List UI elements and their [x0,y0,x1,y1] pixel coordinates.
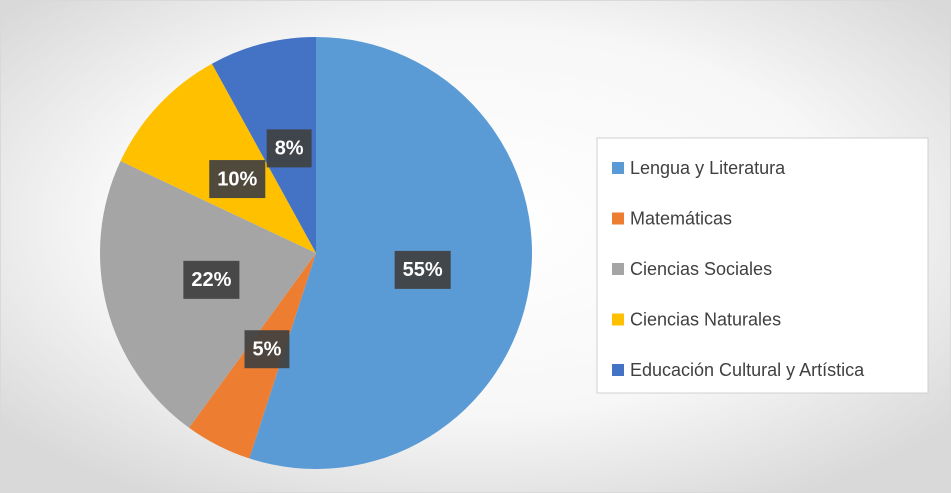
legend-swatch [612,162,624,174]
legend-swatch [612,263,624,275]
data-label: 8% [275,138,304,160]
legend-label: Educación Cultural y Artística [630,360,865,380]
data-label: 22% [191,269,231,291]
data-label-box [266,129,312,168]
data-label-box [209,160,266,199]
data-label: 10% [217,168,257,190]
legend-label: Ciencias Sociales [630,259,772,279]
data-label-box [183,260,240,299]
data-label: 5% [253,339,282,361]
pie-slice [249,37,533,470]
data-label-box [244,330,290,369]
data-label: 55% [403,259,443,281]
legend-label: Matemáticas [630,208,732,228]
legend-swatch [612,212,624,225]
legend-label: Ciencias Naturales [630,309,781,329]
data-label-box [394,250,451,289]
pie-slice [120,63,316,253]
legend-swatch [612,313,624,326]
legend-swatch [612,364,624,376]
pie-slice [211,37,316,253]
legend-box [596,137,929,394]
legend-label: Lengua y Literatura [630,158,786,178]
